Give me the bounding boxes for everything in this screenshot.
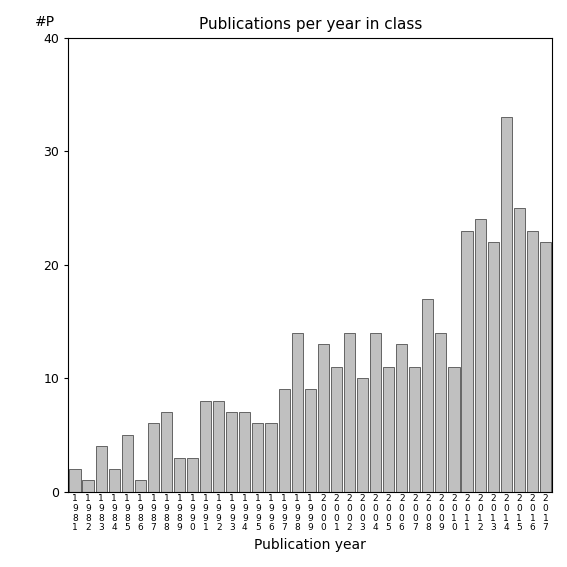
Bar [501,117,512,492]
X-axis label: Publication year: Publication year [254,538,366,552]
Bar [514,208,525,492]
Bar [331,367,342,492]
Text: #P: #P [35,15,55,29]
Title: Publications per year in class: Publications per year in class [198,18,422,32]
Bar [318,344,329,492]
Bar [122,435,133,492]
Bar [475,219,486,492]
Bar [291,333,303,492]
Bar [278,390,290,492]
Bar [396,344,407,492]
Bar [448,367,459,492]
Bar [383,367,394,492]
Bar [96,446,107,492]
Bar [109,469,120,492]
Bar [161,412,172,492]
Bar [200,401,211,492]
Bar [370,333,381,492]
Bar [462,231,473,492]
Bar [135,480,146,492]
Bar [239,412,251,492]
Bar [540,242,551,492]
Bar [488,242,499,492]
Bar [344,333,355,492]
Bar [435,333,446,492]
Bar [174,458,185,492]
Bar [226,412,238,492]
Bar [357,378,368,492]
Bar [187,458,198,492]
Bar [265,424,277,492]
Bar [409,367,420,492]
Bar [422,299,433,492]
Bar [527,231,538,492]
Bar [213,401,225,492]
Bar [82,480,94,492]
Bar [304,390,316,492]
Bar [148,424,159,492]
Bar [69,469,81,492]
Bar [252,424,264,492]
